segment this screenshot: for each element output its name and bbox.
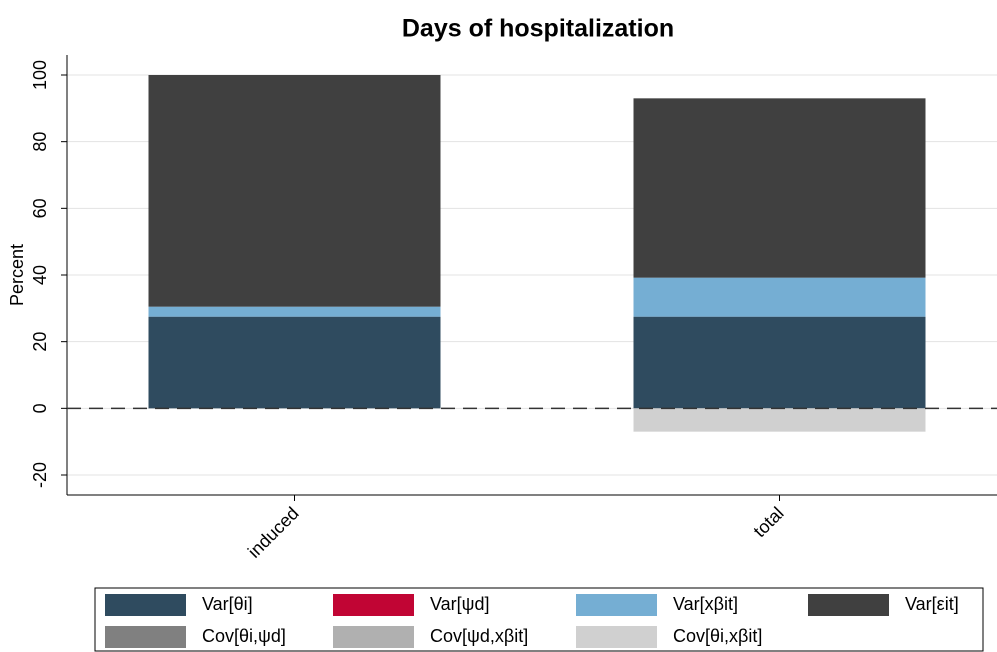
y-axis-label: Percent (7, 244, 27, 306)
legend-swatch (576, 594, 657, 616)
bar-segment (633, 316, 926, 409)
bar-segment (633, 277, 926, 317)
y-tick-label: 40 (30, 265, 50, 285)
x-tick-label: induced (244, 503, 303, 562)
bar-segment (148, 306, 441, 317)
legend-label: Var[ψd] (430, 594, 490, 614)
legend-swatch (105, 626, 186, 648)
legend-label: Var[xβit] (673, 594, 738, 614)
bar-segment (148, 75, 441, 307)
legend-label: Var[εit] (905, 594, 959, 614)
y-tick-label: 60 (30, 198, 50, 218)
legend-swatch (576, 626, 657, 648)
x-tick-label: total (749, 503, 787, 541)
legend-swatch (333, 626, 414, 648)
bar-segment (148, 316, 441, 409)
legend-swatch (105, 594, 186, 616)
legend-label: Cov[ψd,xβit] (430, 626, 528, 646)
chart-title: Days of hospitalization (402, 15, 674, 43)
legend-swatch (333, 594, 414, 616)
y-tick-label: 100 (30, 60, 50, 90)
legend-label: Var[θi] (202, 594, 253, 614)
y-tick-label: 20 (30, 332, 50, 352)
y-tick-label: 0 (30, 403, 50, 413)
legend-label: Cov[θi,ψd] (202, 626, 286, 646)
y-tick-label: 80 (30, 132, 50, 152)
bar-segment (633, 98, 926, 278)
y-tick-label: -20 (30, 462, 50, 488)
bar-segment (633, 408, 926, 432)
legend-swatch (808, 594, 889, 616)
legend-label: Cov[θi,xβit] (673, 626, 762, 646)
